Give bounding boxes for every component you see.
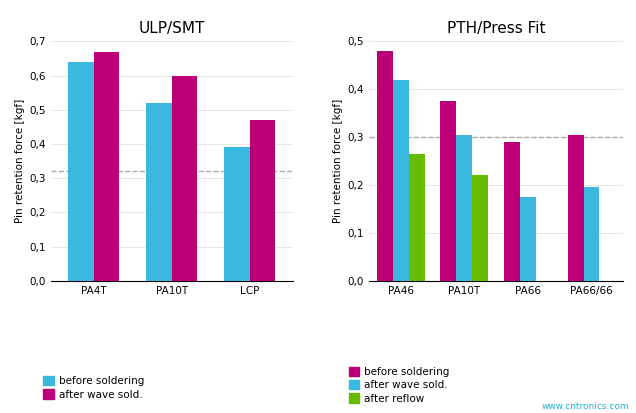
- Bar: [68, 62, 93, 281]
- Text: www.cntronics.com: www.cntronics.com: [542, 402, 630, 411]
- Bar: [504, 142, 520, 281]
- Bar: [520, 197, 536, 281]
- Bar: [440, 101, 457, 281]
- Title: PTH/Press Fit: PTH/Press Fit: [447, 21, 545, 36]
- Bar: [93, 52, 120, 281]
- Bar: [568, 135, 584, 281]
- Bar: [377, 51, 392, 281]
- Bar: [457, 135, 472, 281]
- Bar: [172, 76, 197, 281]
- Bar: [250, 120, 275, 281]
- Bar: [409, 154, 425, 281]
- Bar: [472, 176, 488, 281]
- Bar: [393, 80, 409, 281]
- Legend: before soldering, after wave sold., after reflow: before soldering, after wave sold., afte…: [349, 367, 450, 404]
- Title: ULP/SMT: ULP/SMT: [139, 21, 205, 36]
- Legend: before soldering, after wave sold.: before soldering, after wave sold.: [43, 376, 144, 399]
- Bar: [146, 103, 172, 281]
- Bar: [224, 147, 250, 281]
- Y-axis label: Pin retention force [kgf]: Pin retention force [kgf]: [15, 99, 25, 223]
- Y-axis label: Pin retention force [kgf]: Pin retention force [kgf]: [333, 99, 343, 223]
- Bar: [584, 188, 599, 281]
